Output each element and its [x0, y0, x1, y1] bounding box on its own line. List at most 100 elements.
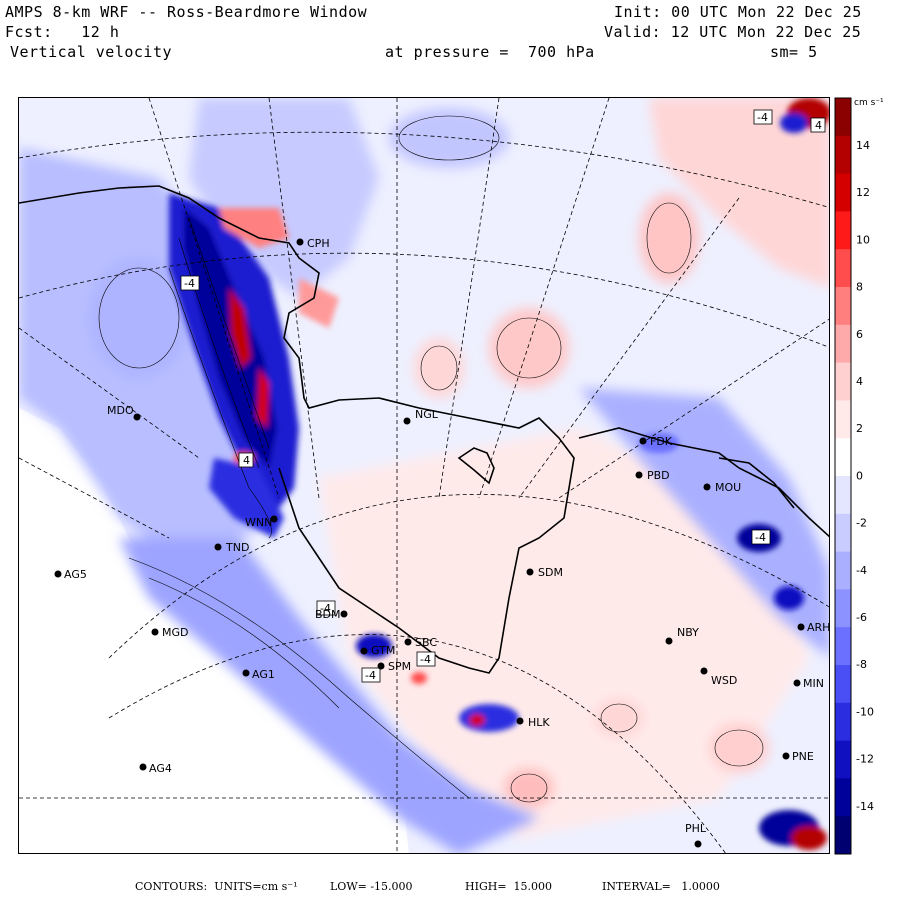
svg-text:WNN: WNN [245, 516, 272, 529]
station-tnd[interactable]: TND [214, 541, 250, 554]
colorbar-tick-label: -6 [856, 611, 867, 624]
colorbar-tick-label: 6 [856, 328, 863, 341]
station-nby[interactable]: NBY [665, 626, 700, 645]
station-arh[interactable]: ARH [797, 621, 831, 634]
box-minus4-c: -4 [416, 651, 436, 667]
svg-text:TND: TND [225, 541, 249, 554]
colorbar-tick-label: -14 [856, 800, 874, 813]
colorbar-tick-label: 4 [856, 375, 863, 388]
station-ag5[interactable]: AG5 [54, 568, 87, 581]
svg-text:-4: -4 [320, 602, 331, 615]
graticule [19, 98, 829, 853]
colorbar-swatch [835, 702, 851, 742]
map-canvas: -4 -4 -4 -4 -4 -4 4 4 CPH MDO NGL FDK PB… [19, 98, 831, 853]
box-minus4-f: -4 [751, 529, 771, 545]
smoothing: sm= 5 [770, 43, 818, 61]
box-minus4-e: -4 [753, 109, 773, 125]
colorbar-tick-label: -8 [856, 658, 867, 671]
svg-text:SDM: SDM [538, 566, 563, 579]
stations: CPH MDO NGL FDK PBD MOU WNN TND AG5 SDM … [54, 237, 831, 848]
station-wnn[interactable]: WNN [245, 515, 278, 530]
colorbar-swatch [835, 438, 851, 477]
colorbar-swatch [835, 98, 851, 137]
colorbar-swatch [835, 589, 851, 628]
station-ag1[interactable]: AG1 [242, 668, 275, 681]
valid-time: Valid: 12 UTC Mon 22 Dec 25 [604, 23, 862, 41]
box-plus4-a: 4 [238, 452, 254, 468]
colorbar-swatch [835, 400, 851, 439]
svg-text:PNE: PNE [792, 750, 814, 763]
station-ag4[interactable]: AG4 [139, 762, 172, 775]
svg-text:NGL: NGL [415, 408, 439, 421]
svg-text:-4: -4 [184, 277, 195, 290]
station-mdo[interactable]: MDO [107, 404, 141, 421]
svg-text:GTM: GTM [371, 644, 395, 657]
box-minus4-d: -4 [361, 667, 381, 683]
station-ngl[interactable]: NGL [403, 408, 439, 425]
map-panel: -4 -4 -4 -4 -4 -4 4 4 CPH MDO NGL FDK PB… [18, 97, 830, 854]
station-hlk[interactable]: HLK [516, 716, 551, 729]
colorbar-swatch [835, 816, 851, 855]
init-time: Init: 00 UTC Mon 22 Dec 25 [614, 3, 862, 21]
station-mou[interactable]: MOU [703, 481, 742, 494]
station-phl[interactable]: PHL [685, 822, 707, 848]
box-minus4-a: -4 [180, 275, 200, 291]
colorbar: cm s⁻¹ 14 12 10 8 6 4 2 0 -2 -4 -6 -8 -10 -12 -14 [834, 97, 884, 855]
colorbar-swatch [835, 665, 851, 704]
svg-text:CPH: CPH [307, 237, 330, 250]
station-fdk[interactable]: FDK [639, 435, 673, 448]
station-sbc[interactable]: SBC [404, 636, 438, 649]
svg-text:AG5: AG5 [64, 568, 87, 581]
station-bdm[interactable]: BDM [315, 608, 348, 621]
colorbar-swatch [835, 740, 851, 779]
field-name: Vertical velocity [10, 43, 173, 61]
footer-contours: CONTOURS: UNITS=cm s⁻¹ [135, 880, 298, 893]
station-wsd[interactable]: WSD [700, 667, 738, 688]
svg-text:MOU: MOU [715, 481, 741, 494]
colorbar-tick-label: -2 [856, 517, 867, 530]
model-title: AMPS 8-km WRF -- Ross-Beardmore Window [5, 3, 368, 21]
colorbar-swatch [835, 627, 851, 666]
colorbar-tick-label: -4 [856, 564, 867, 577]
station-spm[interactable]: SPM [377, 660, 412, 673]
footer: CONTOURS: UNITS=cm s⁻¹ LOW= -15.000 HIGH… [0, 880, 900, 896]
station-sdm[interactable]: SDM [526, 566, 563, 579]
station-pbd[interactable]: PBD [635, 469, 670, 482]
colorbar-swatch [835, 173, 851, 212]
svg-text:PHL: PHL [685, 822, 707, 835]
svg-text:FDK: FDK [650, 435, 673, 448]
svg-text:-4: -4 [755, 531, 766, 544]
coastline [19, 185, 829, 674]
contours [98, 115, 764, 803]
svg-text:-4: -4 [420, 653, 431, 666]
box-minus4-b: -4 [316, 600, 336, 616]
svg-text:NBY: NBY [677, 626, 699, 639]
svg-text:ARH: ARH [807, 621, 830, 634]
colorbar-units: cm s⁻¹ [854, 98, 884, 108]
svg-text:-4: -4 [757, 111, 768, 124]
svg-text:4: 4 [815, 119, 822, 132]
svg-text:MDO: MDO [107, 404, 134, 417]
colorbar-tick-label: 8 [856, 281, 863, 294]
colorbar-swatch [835, 211, 851, 250]
svg-text:PBD: PBD [647, 469, 670, 482]
station-pne[interactable]: PNE [782, 750, 814, 763]
colorbar-tick-label: -10 [856, 705, 874, 718]
colorbar-swatch [835, 778, 851, 817]
footer-low: LOW= -15.000 [330, 880, 413, 893]
box-plus4-b: 4 [810, 117, 826, 133]
colorbar-swatch [835, 362, 851, 401]
footer-high: HIGH= 15.000 [465, 880, 553, 893]
station-mgd[interactable]: MGD [151, 626, 189, 639]
colorbar-tick-label: 2 [856, 422, 863, 435]
station-min[interactable]: MIN [793, 677, 824, 690]
colorbar-swatch [835, 249, 851, 288]
forecast-hour: Fcst: 12 h [5, 23, 120, 41]
svg-text:HLK: HLK [528, 716, 550, 729]
station-gtm[interactable]: GTM [360, 644, 396, 657]
colorbar-tick-label: 12 [856, 186, 870, 199]
station-cph[interactable]: CPH [296, 237, 330, 250]
svg-text:BDM: BDM [315, 608, 341, 621]
svg-text:-4: -4 [365, 669, 376, 682]
colorbar-swatch [835, 551, 851, 590]
